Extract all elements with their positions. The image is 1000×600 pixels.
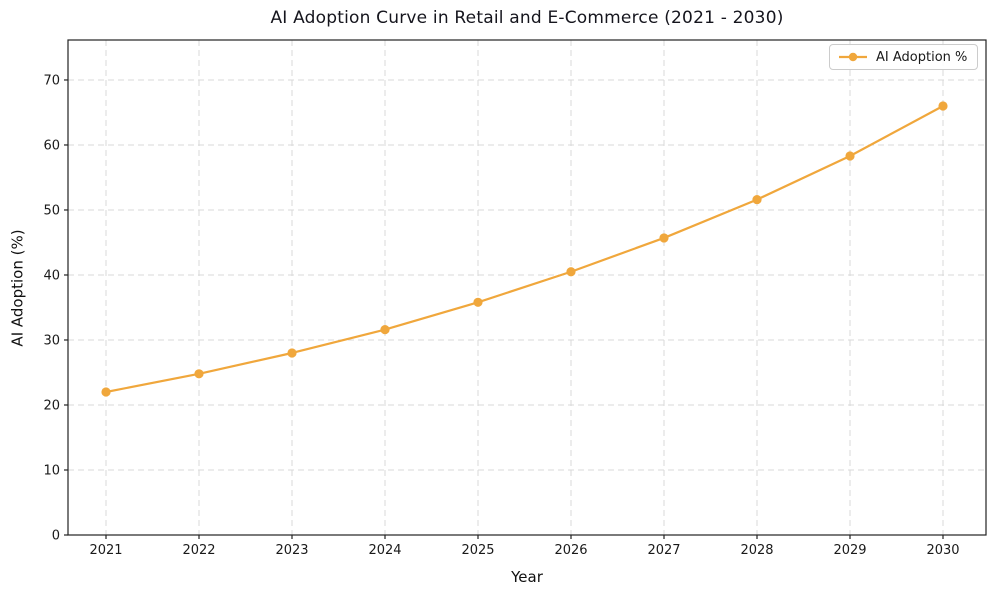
legend-label: AI Adoption % (876, 49, 968, 65)
legend-line-marker-swatch (839, 52, 867, 62)
data-point-marker (101, 387, 111, 397)
x-tick-label: 2022 (182, 543, 215, 558)
x-tick-label: 2024 (368, 543, 401, 558)
data-point-marker (194, 369, 204, 379)
legend: AI Adoption % (829, 44, 979, 70)
data-point-marker (752, 194, 762, 205)
y-tick-label: 0 (52, 529, 60, 544)
data-point-marker (845, 151, 855, 161)
y-tick-label: 10 (43, 463, 60, 478)
x-tick-label: 2027 (647, 543, 680, 558)
plot-frame (67, 39, 987, 536)
x-tick-label: 2030 (926, 543, 959, 558)
y-tick-label: 70 (43, 73, 60, 88)
x-tick-label: 2029 (833, 543, 866, 558)
x-tick-label: 2023 (275, 543, 308, 558)
data-point-marker (380, 324, 390, 335)
x-tick-label: 2025 (461, 543, 494, 558)
y-tick-label: 20 (43, 398, 60, 413)
x-tick-label: 2026 (554, 543, 587, 558)
chart-title: AI Adoption Curve in Retail and E-Commer… (270, 8, 784, 28)
y-axis-title-wrap: AI Adoption (%) (2, 40, 34, 535)
axis-layer: 2021 2022 2023 2024 2025 2026 2027 2028 2029 2030… (43, 39, 987, 558)
data-point-marker (287, 348, 297, 358)
y-tick-label: 40 (43, 268, 60, 283)
x-tick-label: 2021 (89, 543, 122, 558)
data-point-marker (659, 233, 669, 243)
series-layer (101, 101, 948, 397)
y-tick-label: 60 (43, 138, 60, 153)
data-point-marker (938, 101, 948, 111)
y-tick-label: 50 (43, 203, 60, 218)
data-point-marker (566, 267, 576, 277)
x-tick-label: 2028 (740, 543, 773, 558)
y-tick-label: 30 (43, 333, 60, 348)
grid-layer (68, 40, 986, 536)
series-line (104, 104, 945, 394)
x-axis-title: Year (511, 568, 543, 586)
y-axis-title: AI Adoption (%) (9, 228, 28, 347)
data-point-marker (473, 297, 483, 307)
